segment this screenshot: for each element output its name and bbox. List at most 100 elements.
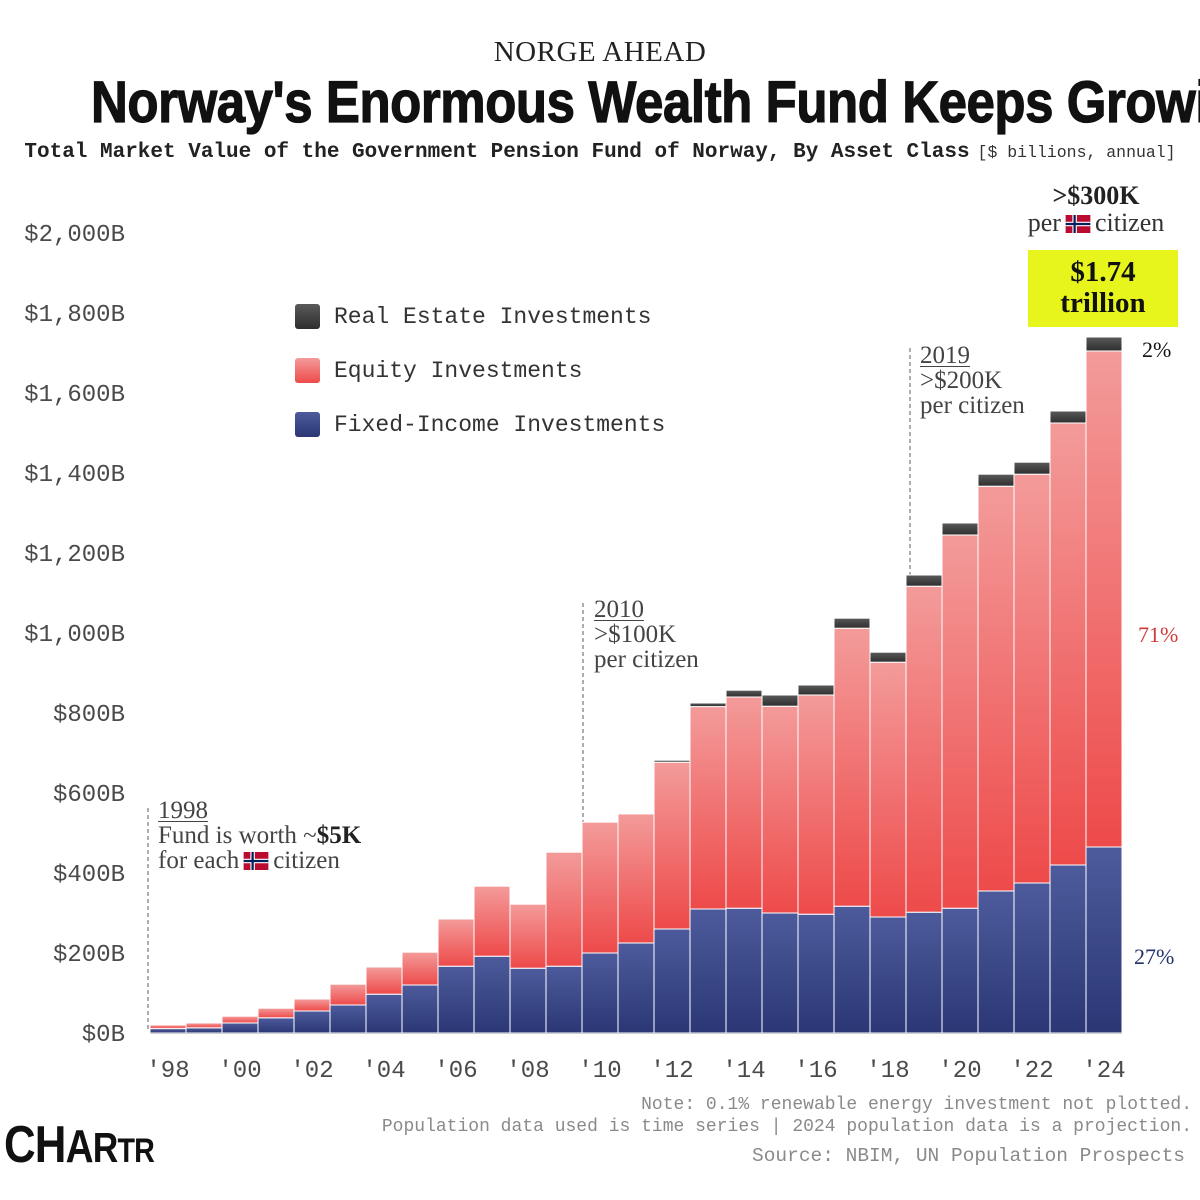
legend-item-equity: Equity Investments bbox=[295, 358, 715, 384]
bar-fixed-income-investments-2011 bbox=[617, 942, 655, 1034]
y-tick-label: $600B bbox=[53, 782, 125, 809]
end-label-real-estate-share: 2% bbox=[1142, 337, 1172, 362]
annotation-year: 1998 bbox=[158, 797, 208, 824]
bar-fixed-income-investments-2021 bbox=[977, 890, 1015, 1034]
end-label-equity-share: 71% bbox=[1138, 622, 1179, 647]
bar-fixed-income-investments-2009 bbox=[545, 965, 583, 1034]
bar-fixed-income-investments-2024 bbox=[1085, 846, 1123, 1034]
legend-swatch-fixed-income bbox=[295, 412, 320, 437]
bar-equity-investments-1999 bbox=[185, 1022, 223, 1029]
x-tick-label: '02 bbox=[290, 1058, 333, 1085]
bar-equity-investments-2013 bbox=[689, 706, 727, 910]
bar-fixed-income-investments-1998 bbox=[149, 1028, 187, 1034]
bar-fixed-income-investments-2003 bbox=[329, 1004, 367, 1034]
bar-real-estate-investments-2020 bbox=[941, 522, 979, 536]
annotation-value: >$100K bbox=[594, 621, 677, 648]
x-tick-label: '14 bbox=[722, 1058, 765, 1085]
bar-fixed-income-investments-2013 bbox=[689, 908, 727, 1034]
bar-fixed-income-investments-2022 bbox=[1013, 882, 1051, 1034]
bar-equity-investments-2024 bbox=[1085, 350, 1123, 848]
end-label-fixed-income-share: 27% bbox=[1134, 944, 1175, 969]
chart-subtitle-row: Total Market Value of the Government Pen… bbox=[0, 140, 1200, 166]
y-tick-label: $200B bbox=[53, 942, 125, 969]
bar-fixed-income-investments-2019 bbox=[905, 911, 943, 1034]
bar-fixed-income-investments-2006 bbox=[437, 965, 475, 1034]
bar-equity-investments-2010 bbox=[581, 821, 619, 954]
x-tick-label: '06 bbox=[434, 1058, 477, 1085]
logo-letter: H bbox=[34, 1116, 67, 1174]
legend: Real Estate Investments Equity Investmen… bbox=[295, 304, 715, 444]
bar-equity-investments-2008 bbox=[509, 903, 547, 969]
footer-population-note: Population data used is time series | 20… bbox=[381, 1117, 1192, 1137]
bar-equity-investments-2014 bbox=[725, 696, 763, 909]
y-tick-label: $1,600B bbox=[24, 382, 125, 409]
y-axis: $0B $200B $400B $600B $800B $1,000B $1,200B $1,… bbox=[24, 222, 125, 1049]
bar-equity-investments-2012 bbox=[653, 761, 691, 930]
annotation-2010: 2010 >$100K per citizen bbox=[594, 597, 699, 672]
bar-equity-investments-2018 bbox=[869, 661, 907, 918]
bar-equity-investments-2002 bbox=[293, 998, 331, 1012]
y-tick-label: $400B bbox=[53, 862, 125, 889]
bar-fixed-income-investments-2017 bbox=[833, 905, 871, 1034]
annotation-text: citizen bbox=[273, 847, 340, 874]
total-unit: trillion bbox=[1060, 287, 1146, 319]
annotation-1998: 1998 Fund is worth ~$5K for each citizen bbox=[158, 798, 361, 873]
logo-letter: R bbox=[134, 1132, 155, 1170]
bar-fixed-income-investments-2004 bbox=[365, 993, 403, 1034]
per-citizen-value: >$300K bbox=[1052, 181, 1140, 210]
bar-fixed-income-investments-2005 bbox=[401, 984, 439, 1034]
bar-real-estate-investments-2011 bbox=[617, 812, 655, 815]
bar-equity-investments-2016 bbox=[797, 694, 835, 915]
bar-real-estate-investments-2013 bbox=[689, 702, 727, 708]
x-tick-label: '20 bbox=[938, 1058, 981, 1085]
annotation-text: per citizen bbox=[594, 646, 699, 673]
bar-real-estate-investments-2014 bbox=[725, 689, 763, 698]
bar-equity-investments-2009 bbox=[545, 851, 583, 967]
bar-real-estate-investments-2023 bbox=[1049, 410, 1087, 424]
legend-label-fixed-income: Fixed-Income Investments bbox=[334, 412, 666, 438]
bar-equity-investments-2021 bbox=[977, 485, 1015, 892]
latest-per-citizen-callout: >$300K per citizen bbox=[1006, 182, 1186, 236]
norway-flag-icon bbox=[243, 852, 269, 870]
y-tick-label: $800B bbox=[53, 702, 125, 729]
bar-equity-investments-2000 bbox=[221, 1015, 259, 1024]
chart-subtitle: Total Market Value of the Government Pen… bbox=[24, 141, 970, 164]
x-tick-label: '08 bbox=[506, 1058, 549, 1085]
bar-equity-investments-2001 bbox=[257, 1007, 295, 1019]
chart-title-row: Norway's Enormous Wealth Fund Keeps Grow… bbox=[10, 69, 1200, 136]
x-tick-label: '16 bbox=[794, 1058, 837, 1085]
annotation-text: Fund is worth ~ bbox=[158, 822, 317, 849]
chart-kicker: NORGE AHEAD bbox=[493, 36, 707, 68]
annotation-lines bbox=[147, 348, 911, 1030]
footer-source: Source: NBIM, UN Population Prospects bbox=[752, 1145, 1185, 1167]
x-tick-label: '18 bbox=[866, 1058, 909, 1085]
bar-real-estate-investments-2016 bbox=[797, 684, 835, 696]
bar-fixed-income-investments-2002 bbox=[293, 1010, 331, 1034]
bar-fixed-income-investments-1999 bbox=[185, 1027, 223, 1034]
bar-fixed-income-investments-2012 bbox=[653, 928, 691, 1034]
legend-label-equity: Equity Investments bbox=[334, 358, 583, 384]
legend-label-real-estate: Real Estate Investments bbox=[334, 304, 652, 330]
annotation-year: 2010 bbox=[594, 596, 644, 623]
bar-fixed-income-investments-2010 bbox=[581, 952, 619, 1034]
annotation-value: $5K bbox=[316, 822, 362, 849]
bar-real-estate-investments-2024 bbox=[1085, 336, 1123, 352]
logo: CHARTR bbox=[4, 1116, 182, 1176]
bar-equity-investments-2015 bbox=[761, 705, 799, 914]
logo-letter: R bbox=[92, 1124, 119, 1171]
bar-equity-investments-2007 bbox=[473, 885, 511, 957]
bar-equity-investments-2020 bbox=[941, 534, 979, 909]
norway-flag-icon bbox=[1065, 215, 1091, 233]
logo-letter: T bbox=[117, 1132, 136, 1170]
annotation-year: 2019 bbox=[920, 342, 970, 369]
x-tick-label: '98 bbox=[146, 1058, 189, 1085]
chart-title: Norway's Enormous Wealth Fund Keeps Grow… bbox=[90, 69, 1200, 135]
bar-real-estate-investments-2019 bbox=[905, 574, 943, 587]
x-axis: '98 '00 '02 '04 '06 '08 '10 '12 '14 '16 '18 '20 '22 '… bbox=[146, 1058, 1125, 1085]
x-tick-label: '24 bbox=[1082, 1058, 1125, 1085]
annotation-text: for each bbox=[158, 847, 240, 874]
logo-letter: A bbox=[65, 1120, 94, 1172]
bar-equity-investments-2005 bbox=[401, 951, 439, 986]
